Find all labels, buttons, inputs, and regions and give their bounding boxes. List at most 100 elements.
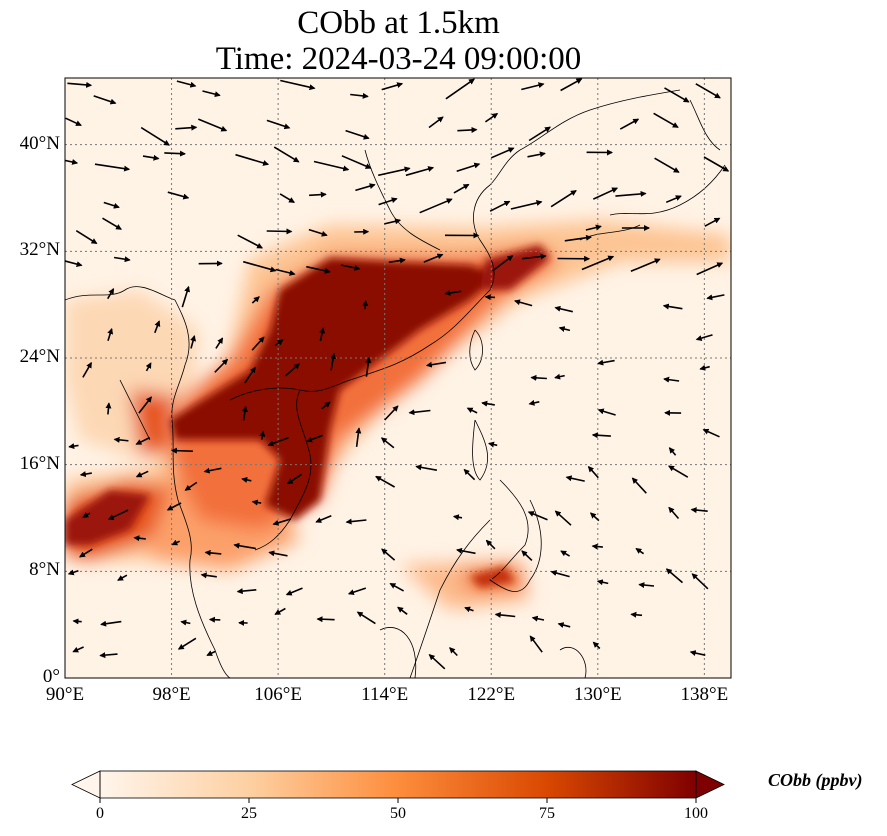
wind-arrow: [558, 326, 571, 332]
wind-arrow: [177, 637, 197, 650]
wind-arrow: [251, 499, 262, 506]
wind-arrow: [560, 78, 583, 92]
wind-arrow: [107, 327, 114, 341]
wind-arrow: [113, 256, 131, 263]
wind-arrow: [380, 437, 395, 449]
chart-title: CObb at 1.5km: [297, 5, 500, 41]
wind-arrow: [72, 618, 82, 625]
wind-arrow: [251, 296, 260, 304]
wind-arrow: [631, 477, 647, 494]
wind-arrow: [530, 374, 547, 381]
wind-arrow: [557, 622, 571, 628]
wind-arrow: [340, 264, 361, 271]
wind-arrow: [381, 82, 404, 91]
wind-arrow: [65, 117, 82, 127]
wind-arrow: [306, 434, 323, 443]
wind-arrow: [550, 190, 577, 208]
wind-arrow: [695, 334, 713, 341]
wind-arrow: [428, 116, 444, 129]
wind-arrow: [285, 363, 300, 377]
wind-arrow: [286, 473, 302, 485]
wind-arrow: [170, 447, 193, 454]
wind-arrow: [68, 443, 79, 450]
wind-arrow: [102, 217, 122, 230]
wind-arrow: [408, 409, 431, 416]
wind-arrow: [309, 191, 327, 198]
wind-arrow: [638, 582, 655, 589]
wind-arrow: [350, 92, 369, 99]
wind-arrow: [365, 356, 372, 377]
wind-arrow: [653, 112, 679, 128]
wind-arrow: [490, 147, 515, 159]
wind-arrow: [668, 447, 677, 456]
lat-tick-label: 24°N: [19, 346, 60, 367]
wind-arrow: [630, 611, 643, 618]
wind-arrow: [619, 118, 640, 130]
wind-arrow: [428, 654, 446, 670]
wind-arrow: [521, 550, 533, 561]
wind-arrow: [93, 95, 117, 105]
wind-arrow: [138, 396, 152, 414]
wind-arrow: [145, 362, 152, 372]
lon-tick-label: 114°E: [361, 684, 409, 705]
wind-arrow: [244, 366, 256, 384]
wind-arrow: [166, 502, 182, 511]
wind-arrow: [200, 572, 217, 579]
wind-arrow: [510, 200, 543, 210]
wind-arrow: [180, 619, 191, 626]
wind-arrow: [330, 352, 337, 371]
wind-arrow: [235, 153, 270, 166]
wind-arrow: [268, 550, 288, 557]
wind-arrow: [242, 260, 277, 273]
wind-arrow: [384, 405, 399, 421]
wind-arrow: [206, 650, 216, 657]
wind-arrow: [105, 402, 112, 415]
wind-vectors: [65, 78, 730, 670]
wind-arrow: [690, 507, 708, 514]
wind-arrow: [65, 159, 79, 165]
wind-arrow: [589, 512, 600, 522]
wind-arrow: [378, 166, 411, 177]
wind-arrow: [275, 268, 296, 276]
wind-arrow: [654, 157, 680, 173]
wind-arrow: [444, 289, 462, 296]
wind-arrow: [591, 432, 611, 439]
wind-arrow: [107, 509, 129, 521]
wind-arrow: [456, 547, 476, 555]
wind-arrow: [554, 510, 572, 526]
lat-tick-label: 40°N: [19, 132, 60, 154]
wind-arrow: [319, 327, 326, 342]
wind-arrow: [592, 187, 619, 200]
wind-arrow: [635, 547, 645, 555]
lat-tick-label: 32°N: [19, 239, 60, 261]
lat-tick-label: 0°: [42, 666, 60, 687]
wind-arrow: [484, 294, 496, 301]
wind-arrow: [485, 539, 496, 550]
wind-arrow: [341, 155, 372, 169]
wind-arrow: [347, 587, 367, 596]
wind-arrow: [488, 441, 498, 448]
wind-arrow: [581, 255, 615, 271]
wind-arrow: [587, 465, 599, 479]
wind-arrow: [241, 476, 252, 483]
wind-arrow: [267, 436, 289, 447]
plot-frame: [64, 77, 732, 679]
wind-arrow: [306, 265, 331, 274]
lat-tick-label: 16°N: [19, 452, 60, 474]
wind-arrow: [668, 506, 680, 520]
wind-arrow: [388, 257, 406, 264]
lon-tick-label: 90°E: [45, 684, 85, 705]
wind-arrow: [452, 514, 463, 521]
colorbar-extend-min: [71, 770, 101, 799]
wind-arrow: [453, 183, 470, 194]
wind-arrow: [100, 620, 122, 627]
wind-arrow: [113, 436, 129, 443]
wind-arrow: [308, 228, 328, 237]
wind-arrow: [279, 193, 295, 203]
wind-arrow: [356, 611, 376, 625]
wind-arrow: [107, 288, 115, 300]
wind-arrow: [378, 197, 398, 206]
wind-arrow: [214, 358, 229, 373]
wind-arrow: [355, 427, 362, 448]
